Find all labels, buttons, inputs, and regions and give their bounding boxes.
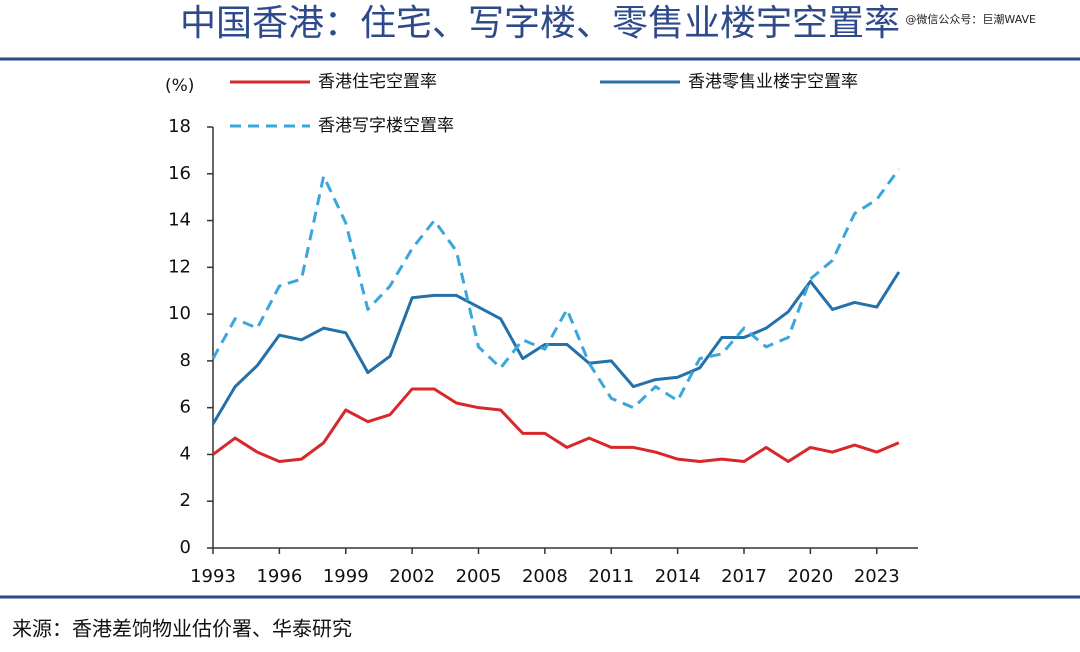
y-tick-label: 16 (168, 163, 191, 184)
y-axis-label: (%) (165, 76, 194, 96)
x-tick-label: 2008 (522, 566, 568, 587)
legend-label: 香港零售业楼宇空置率 (688, 72, 858, 92)
x-tick-label: 2017 (721, 566, 767, 587)
watermark: @微信公众号：巨潮WAVE (905, 12, 1036, 26)
x-tick-label: 2005 (456, 566, 502, 587)
y-tick-label: 6 (180, 397, 191, 418)
y-tick-label: 12 (168, 256, 191, 277)
y-tick-label: 4 (180, 443, 191, 464)
x-tick-label: 1993 (190, 566, 236, 587)
y-tick-label: 10 (168, 303, 191, 324)
x-tick-label: 2011 (588, 566, 634, 587)
y-tick-label: 0 (180, 537, 191, 558)
series-line (211, 271, 901, 425)
chart-title: 中国香港：住宅、写字楼、零售业楼宇空置率 (180, 3, 900, 44)
series-line (212, 387, 900, 463)
y-tick-label: 2 (180, 490, 191, 511)
y-tick-label: 18 (168, 116, 191, 137)
legend-label: 香港住宅空置率 (318, 72, 437, 92)
x-tick-label: 2014 (655, 566, 701, 587)
y-tick-label: 14 (168, 210, 191, 231)
y-tick-label: 8 (180, 350, 191, 371)
x-tick-label: 2020 (787, 566, 833, 587)
x-tick-label: 2023 (854, 566, 900, 587)
series-line (211, 168, 901, 410)
source-note: 来源：香港差饷物业估价署、华泰研究 (12, 617, 352, 641)
x-tick-label: 2002 (389, 566, 435, 587)
legend-label: 香港写字楼空置率 (318, 116, 454, 136)
x-tick-label: 1996 (256, 566, 302, 587)
x-tick-label: 1999 (323, 566, 369, 587)
